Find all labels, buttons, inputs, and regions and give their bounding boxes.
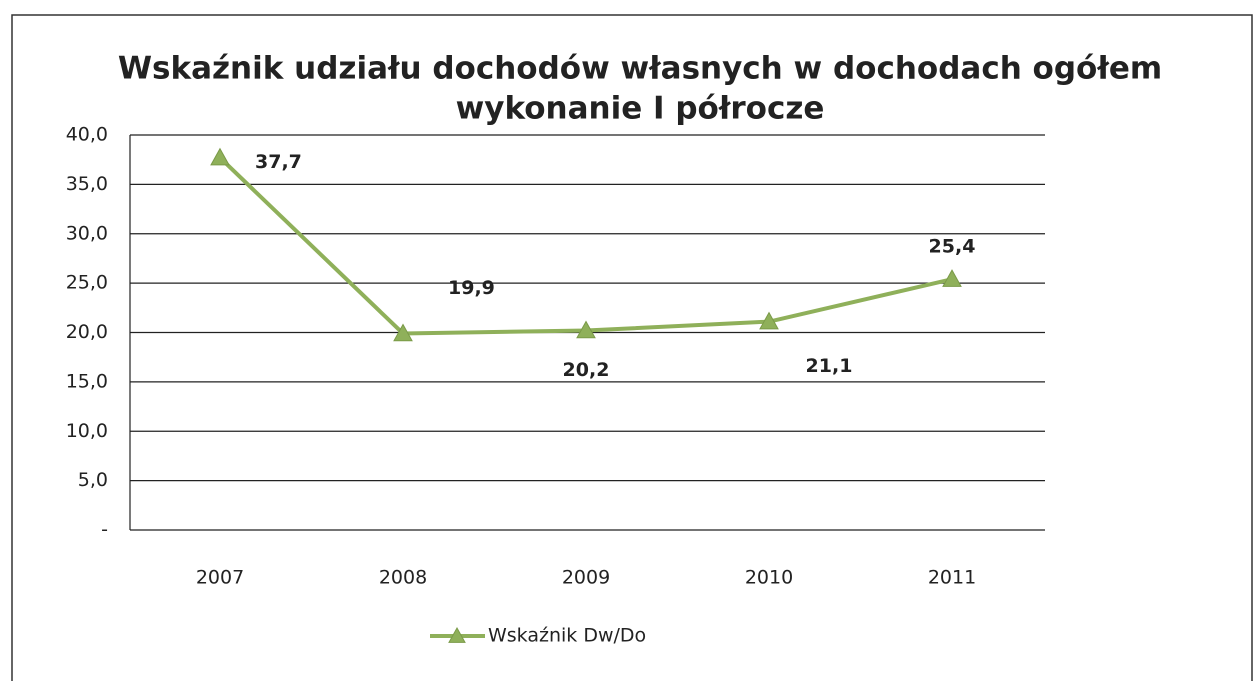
x-tick-label: 2010 [745,567,793,589]
legend-marker [448,626,466,643]
x-tick-label: 2011 [928,567,976,589]
y-tick-label: 25,0 [66,272,108,294]
point-marker [210,147,230,166]
y-tick-label: 10,0 [66,420,108,442]
point-marker [759,311,779,330]
data-label: 37,7 [255,151,302,173]
x-tick-label: 2009 [562,567,610,589]
point-marker [942,269,962,287]
chart-subtitle: wykonanie I półrocze [456,91,825,127]
y-tick-label: 20,0 [66,321,108,343]
data-label: 20,2 [563,359,610,381]
point-marker [576,320,596,339]
data-label: 19,9 [448,277,495,299]
data-label: 25,4 [929,236,976,258]
legend-label: Wskaźnik Dw/Do [488,625,646,647]
x-tick-label: 2008 [379,567,427,589]
y-tick-label: 40,0 [66,124,108,146]
chart-title: Wskaźnik udziału dochodów własnych w doc… [118,51,1162,87]
x-tick-label: 2007 [196,567,244,589]
data-label: 21,1 [806,355,853,377]
point-marker [393,323,413,342]
y-tick-label: 35,0 [66,173,108,195]
y-tick-label: 15,0 [66,370,108,392]
chart-frame [11,14,1253,681]
y-tick-label: - [101,519,108,541]
y-tick-label: 30,0 [66,222,108,244]
y-tick-label: 5,0 [78,469,108,491]
